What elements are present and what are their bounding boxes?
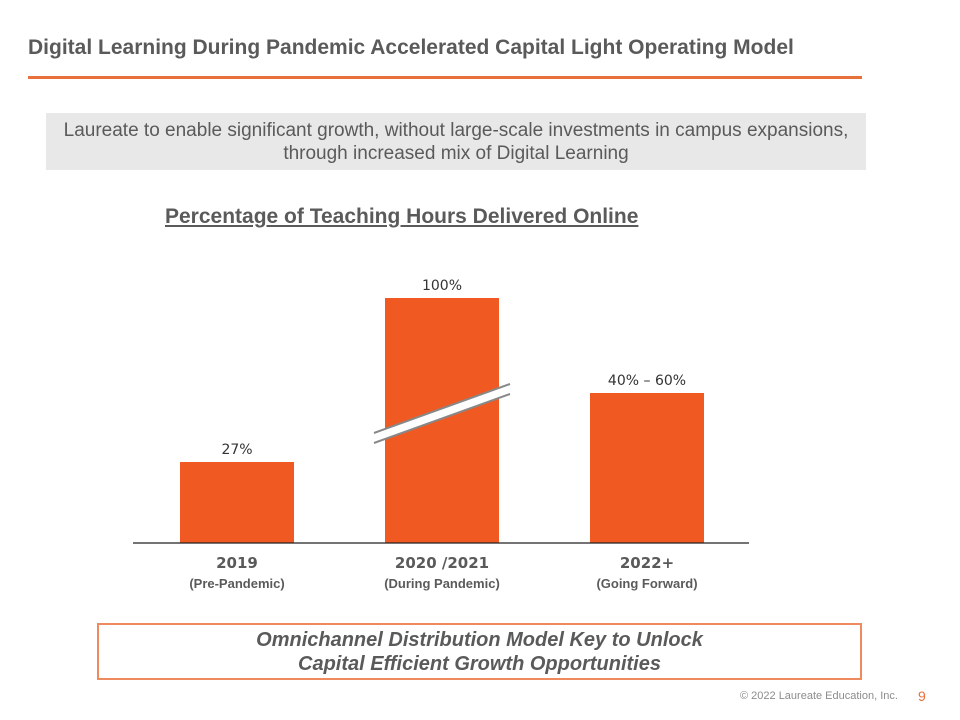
bar-2 [590,393,704,543]
category-label-0: 2019 [216,554,258,572]
bar-1 [385,298,499,543]
subcategory-label-1: (During Pandemic) [384,576,500,591]
subcategory-label-2: (Going Forward) [596,576,697,591]
key-message-line-2: Capital Efficient Growth Opportunities [298,652,661,676]
bar-0 [180,462,294,543]
data-label-0: 27% [221,442,252,458]
key-message-line-1: Omnichannel Distribution Model Key to Un… [256,628,703,652]
category-label-1: 2020 /2021 [395,554,489,572]
data-label-2: 40% – 60% [608,373,686,389]
category-label-2: 2022+ [620,554,674,572]
page-number: 9 [918,688,926,704]
key-message-box: Omnichannel Distribution Model Key to Un… [97,623,862,680]
copyright-notice: © 2022 Laureate Education, Inc. [740,690,898,702]
data-label-1: 100% [422,278,462,294]
subcategory-label-0: (Pre-Pandemic) [189,576,284,591]
